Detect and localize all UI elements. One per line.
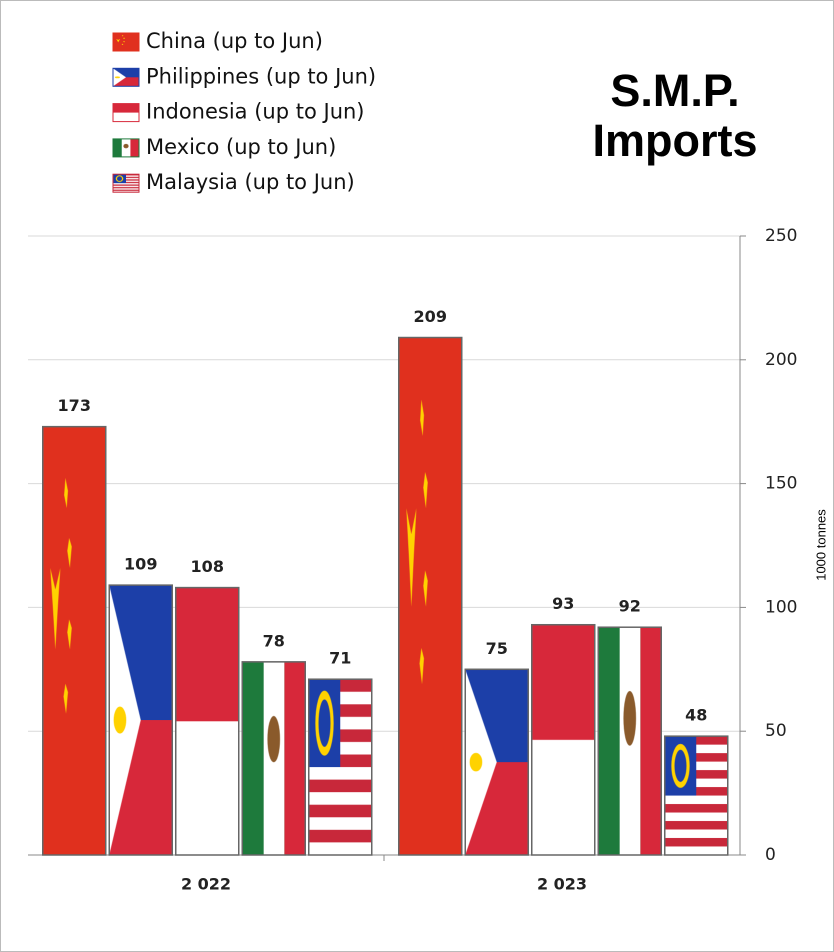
data-label: 75 xyxy=(486,639,508,658)
legend-label: Mexico (up to Jun) xyxy=(146,135,336,159)
legend-label: Malaysia (up to Jun) xyxy=(146,170,355,194)
y-tick-label: 250 xyxy=(765,226,797,246)
bar-flag xyxy=(464,668,529,856)
y-tick-label: 150 xyxy=(765,474,797,494)
x-tick-label: 2 022 xyxy=(181,875,231,894)
data-label: 71 xyxy=(329,649,351,668)
data-label: 93 xyxy=(552,594,574,613)
chart-title: S.M.P. Imports xyxy=(592,65,758,166)
legend-swatch xyxy=(112,32,140,52)
data-label: 108 xyxy=(191,557,224,576)
bar-flag xyxy=(175,586,240,856)
y-tick-label: 100 xyxy=(765,597,797,617)
bar-flag xyxy=(597,626,662,856)
legend-label: China (up to Jun) xyxy=(146,29,323,53)
legend-swatch xyxy=(112,103,140,123)
legend-swatch xyxy=(112,67,140,87)
legend-swatch xyxy=(112,173,140,193)
bar-flag xyxy=(308,678,373,856)
bar-flag xyxy=(398,336,463,856)
legend-swatch xyxy=(112,138,140,158)
legend-label: Indonesia (up to Jun) xyxy=(146,100,365,124)
x-tick-label: 2 023 xyxy=(537,875,587,894)
bar-flag xyxy=(241,661,306,856)
legend-label: Philippines (up to Jun) xyxy=(146,64,376,88)
data-label: 92 xyxy=(619,597,641,616)
bar-flag xyxy=(42,425,107,856)
bar-flag xyxy=(531,623,596,856)
bar-flag xyxy=(664,735,729,856)
data-label: 109 xyxy=(124,555,157,574)
y-tick-label: 0 xyxy=(765,845,776,865)
data-label: 78 xyxy=(263,631,285,650)
y-tick-label: 50 xyxy=(765,721,787,741)
data-label: 209 xyxy=(414,307,447,326)
data-label: 48 xyxy=(685,706,707,725)
data-label: 173 xyxy=(58,396,91,415)
y-tick-label: 200 xyxy=(765,350,797,370)
y-axis-label: 1000 tonnes xyxy=(813,509,828,581)
bar-flag xyxy=(108,584,173,856)
